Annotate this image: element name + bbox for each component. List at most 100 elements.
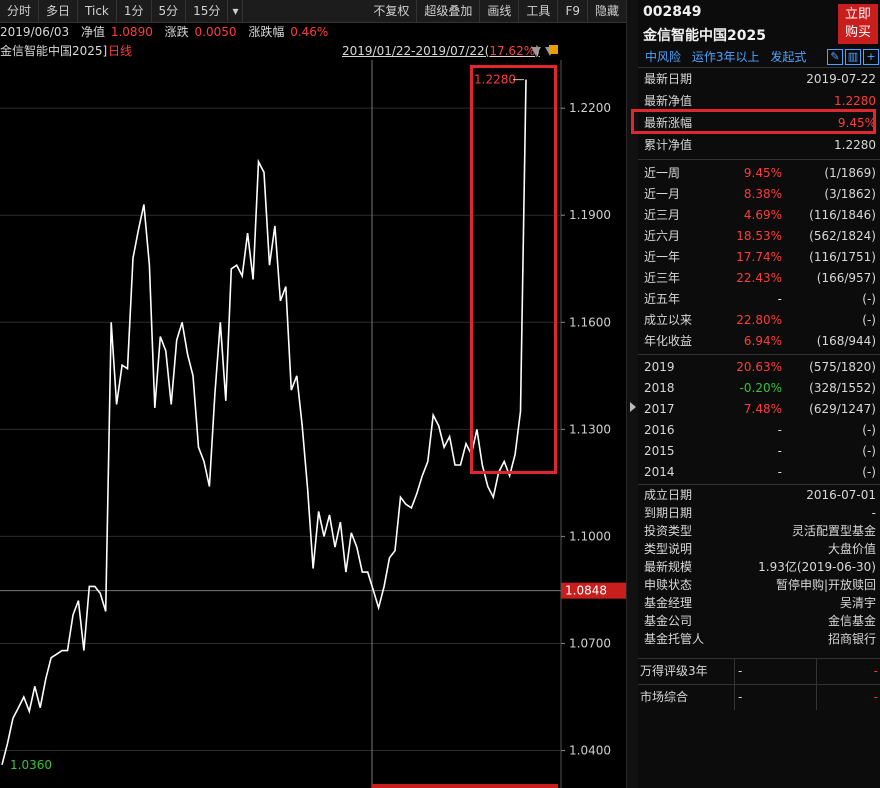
year-return-row: 2015 - (-) — [638, 441, 880, 462]
y-tick-label: 1.2200 — [569, 101, 611, 115]
period-return-row: 年化收益 6.94% (168/944) — [638, 331, 880, 352]
hide-button[interactable]: 隐藏 — [594, 4, 619, 18]
row-label: 万得评级3年 — [640, 664, 708, 678]
year-return-row: 2018 -0.20% (328/1552) — [638, 378, 880, 399]
tab-1min[interactable]: 1分 — [117, 0, 152, 22]
row-label: 近一年 — [644, 250, 681, 264]
period-return-row: 近三年 22.43% (166/957) — [638, 268, 880, 289]
f9-button[interactable]: F9 — [558, 0, 588, 22]
row-label: 2017 — [644, 402, 675, 416]
rating-row: 市场综合 - - — [638, 684, 880, 710]
lock-icon[interactable] — [549, 45, 558, 54]
draw-line-button[interactable]: 画线 — [480, 0, 520, 22]
row-rank: (-) — [862, 444, 876, 458]
row-value: 8.38% — [743, 187, 782, 201]
fund-info-row: 基金公司 金信基金 — [638, 612, 880, 630]
row-value: - — [777, 292, 782, 306]
row-value: 金信基金 — [827, 614, 876, 628]
nav-label: 净值 — [81, 25, 106, 39]
row-value: 20.63% — [736, 360, 782, 374]
column-divider — [816, 685, 817, 710]
more-periods-dropdown[interactable]: ▾ — [228, 0, 244, 22]
separator — [638, 159, 880, 160]
separator — [638, 354, 880, 355]
fund-info-row: 基金经理 吴清宇 — [638, 594, 880, 612]
overlay-button[interactable]: 超级叠加 — [417, 0, 481, 22]
row-label: 年化收益 — [644, 334, 693, 348]
row-right: - — [873, 664, 878, 678]
row-value: 18.53% — [736, 229, 782, 243]
period-return-row: 近三月 4.69% (116/1846) — [638, 205, 880, 226]
type-tag[interactable]: 发起式 — [770, 50, 807, 64]
row-label: 最新规模 — [644, 560, 693, 574]
row-value: 9.45% — [837, 116, 876, 130]
collapse-arrow-icon[interactable] — [630, 402, 636, 412]
row-label: 基金公司 — [644, 614, 693, 628]
nav-chart[interactable]: 1.2200 1.1900 1.1600 1.1300 1.1000 1.0700 1.04… — [0, 60, 626, 788]
tab-5min[interactable]: 5分 — [152, 0, 187, 22]
nav-value: 1.0890 — [110, 25, 153, 39]
date-range-link[interactable]: 2019/01/22-2019/07/22(17.62%) — [342, 44, 540, 58]
duration-tag[interactable]: 运作3年以上 — [691, 50, 760, 64]
row-mid: - — [738, 664, 743, 678]
tab-multi-day[interactable]: 多日 — [39, 0, 79, 22]
year-return-row: 2016 - (-) — [638, 420, 880, 441]
row-value: 22.80% — [736, 313, 782, 327]
series-label: 金信智能中国2025] — [0, 44, 108, 58]
pct-label: 涨跌幅 — [248, 25, 285, 39]
row-value: 6.94% — [743, 334, 782, 348]
row-rank: (116/1846) — [809, 208, 876, 222]
fund-info-row: 类型说明 大盘价值 — [638, 540, 880, 558]
y-tick-label: 1.0400 — [569, 744, 611, 758]
add-icon[interactable]: + — [863, 49, 879, 65]
row-value: 4.69% — [743, 208, 782, 222]
row-value: 22.43% — [736, 271, 782, 285]
row-value: 17.74% — [736, 250, 782, 264]
row-value: 招商银行 — [827, 632, 876, 646]
row-label: 最新涨幅 — [644, 116, 693, 130]
latest-change-highlight — [631, 109, 876, 134]
row-rank: (-) — [862, 423, 876, 437]
risk-tag[interactable]: 中风险 — [645, 50, 682, 64]
column-divider — [816, 659, 817, 684]
fund-name: 金信智能中国2025 — [643, 28, 766, 44]
info-row: 累计净值 1.2280 — [638, 135, 880, 156]
chart-icon[interactable]: ▥ — [845, 49, 861, 65]
row-label: 近三年 — [644, 271, 681, 285]
row-value: 吴清宇 — [839, 596, 876, 610]
row-label: 近六月 — [644, 229, 681, 243]
row-rank: (3/1862) — [824, 187, 876, 201]
info-row: 最新净值 1.2280 — [638, 91, 880, 112]
row-label: 市场综合 — [640, 690, 689, 704]
edit-icon[interactable]: ✎ — [827, 49, 843, 65]
buy-now-button[interactable]: 立即 购买 — [838, 4, 878, 44]
row-value: - — [777, 444, 782, 458]
chart-toolbar: 分时 多日 Tick 1分 5分 15分 ▾ 不复权 超级叠加 画线 工具 F9 隐藏 — [0, 0, 626, 23]
row-label: 近一月 — [644, 187, 681, 201]
row-label: 到期日期 — [644, 506, 693, 520]
row-right: - — [873, 690, 878, 704]
max-value-label: 1.2280 — [474, 73, 516, 87]
y-tick-label: 1.1000 — [569, 529, 611, 543]
row-label: 类型说明 — [644, 542, 693, 556]
no-adjust-button[interactable]: 不复权 — [366, 0, 418, 22]
fund-info-row: 最新规模 1.93亿(2019-06-30) — [638, 558, 880, 576]
row-rank: (-) — [862, 292, 876, 306]
row-label: 投资类型 — [644, 524, 693, 538]
change-label: 涨跌 — [164, 25, 189, 39]
period-return-row: 近一周 9.45% (1/1869) — [638, 163, 880, 184]
row-label: 2019 — [644, 360, 675, 374]
line-type-label: 日线 — [108, 44, 133, 58]
tab-intraday[interactable]: 分时 — [0, 0, 40, 22]
change-value: 0.0050 — [194, 25, 237, 39]
tab-tick[interactable]: Tick — [78, 0, 117, 22]
row-label: 2014 — [644, 465, 675, 479]
tab-15min[interactable]: 15分 — [186, 0, 229, 22]
period-return-row: 成立以来 22.80% (-) — [638, 310, 880, 331]
row-value: 2016-07-01 — [806, 488, 876, 502]
row-label: 近三月 — [644, 208, 681, 222]
tools-button[interactable]: 工具 — [519, 0, 559, 22]
nav-series-line — [1, 79, 527, 765]
range-line: 金信智能中国2025] 日线 2019/01/22-2019/07/22(17.… — [0, 42, 626, 60]
year-return-row: 2014 - (-) — [638, 462, 880, 483]
